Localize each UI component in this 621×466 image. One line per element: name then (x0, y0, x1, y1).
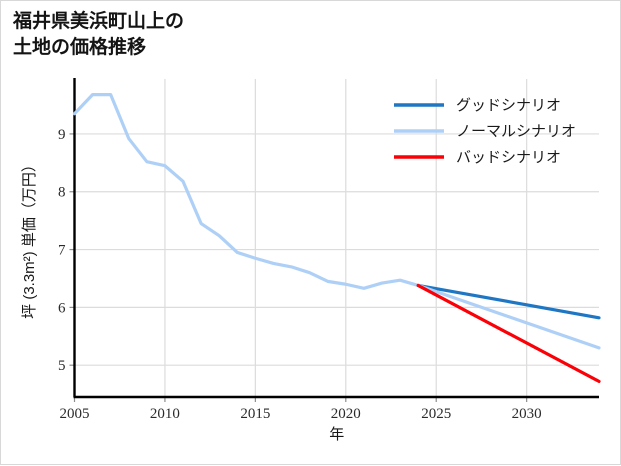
x-tick-label: 2030 (512, 406, 542, 422)
y-tick-label: 5 (58, 358, 66, 374)
x-tick-label: 2005 (60, 406, 90, 422)
y-tick-label: 6 (58, 300, 66, 316)
legend-label: ノーマルシナリオ (456, 124, 576, 140)
page-title: 福井県美浜町山上の 土地の価格推移 (13, 11, 185, 58)
x-tick-label: 2020 (331, 406, 361, 422)
legend-label: バッドシナリオ (456, 150, 561, 166)
y-tick-label: 7 (58, 243, 66, 259)
y-tick-label: 8 (58, 185, 66, 201)
legend-label: グッドシナリオ (456, 97, 561, 114)
x-tick-label: 2025 (421, 406, 451, 422)
y-axis-tick-labels: 5 6 7 8 9 (58, 127, 66, 374)
series-line (416, 283, 601, 383)
data-series (72, 93, 601, 383)
x-axis-tick-labels: 2005 2010 2015 2020 2025 2030 (60, 406, 542, 422)
series-line (416, 283, 601, 350)
x-tick-label: 2010 (150, 406, 180, 422)
series-line (72, 93, 420, 290)
x-axis-title: 年 (329, 426, 344, 443)
series-line (416, 283, 601, 320)
axis-spines (73, 78, 599, 399)
y-tick-label: 9 (58, 127, 66, 143)
x-tick-label: 2015 (240, 406, 270, 422)
y-axis-title: 坪 (3.3m²) 単価（万円） (21, 157, 38, 319)
